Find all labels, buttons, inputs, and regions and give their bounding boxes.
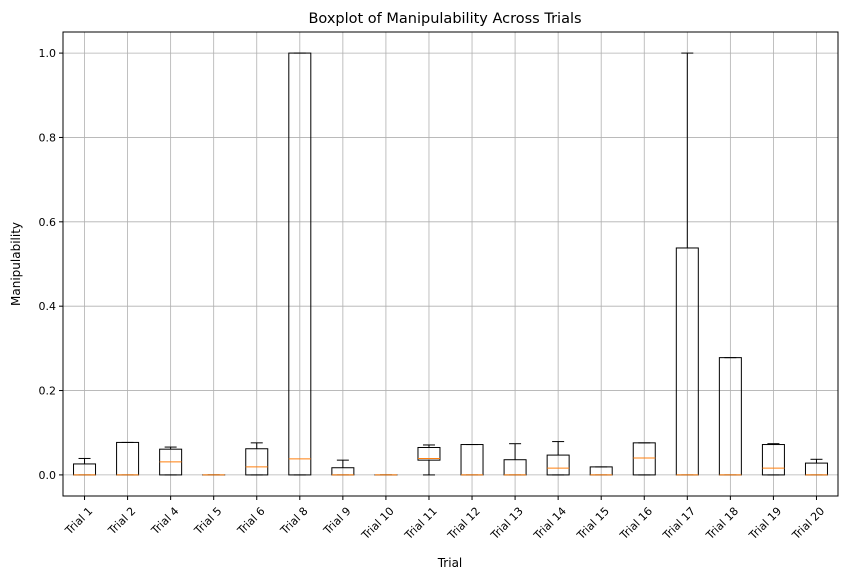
x-tick-label: Trial 1 (62, 505, 95, 538)
x-tick-label: Trial 12 (445, 505, 483, 543)
box-layer (73, 52, 828, 476)
x-tick-label: Trial 8 (277, 505, 310, 538)
x-tick-label: Trial 5 (191, 505, 224, 538)
x-tick-label: Trial 15 (574, 505, 612, 543)
chart-title: Boxplot of Manipulability Across Trials (308, 11, 581, 27)
x-tick-label: Trial 18 (703, 505, 741, 543)
box-iqr (761, 444, 785, 476)
x-tick-label: Trial 2 (105, 505, 138, 538)
box-iqr (417, 446, 441, 461)
x-tick-label: Trial 10 (359, 505, 397, 543)
x-tick-label: Trial 9 (320, 505, 353, 538)
box-iqr (632, 442, 656, 476)
x-tick-label: Trial 4 (148, 505, 181, 538)
x-axis-label: Trial (437, 556, 463, 570)
box-iqr (288, 52, 312, 476)
x-tick-label: Trial 11 (402, 505, 440, 543)
y-tick-label: 0.2 (39, 385, 57, 398)
plot-frame (62, 31, 839, 497)
grid-layer (63, 32, 838, 496)
x-tick-label: Trial 6 (234, 505, 267, 538)
y-axis-label: Manipulability (9, 222, 23, 306)
box-iqr (245, 448, 269, 476)
y-tick-label: 0.4 (39, 300, 57, 313)
y-tick-label: 0.6 (39, 216, 57, 229)
box-iqr (546, 454, 570, 476)
x-tick-label: Trial 13 (488, 505, 526, 543)
y-tick-label: 0.0 (39, 469, 57, 482)
x-tick-label: Trial 20 (789, 505, 827, 543)
x-tick-label: Trial 19 (746, 505, 784, 543)
x-tick-label: Trial 17 (660, 505, 698, 543)
tick-layer: 0.0 0.2 0.4 0.6 0.8 1.0 Trial 1 Trial 2 Trial 4 T… (39, 47, 828, 543)
x-tick-label: Trial 14 (531, 505, 569, 543)
y-tick-label: 1.0 (39, 47, 57, 60)
y-tick-label: 0.8 (39, 131, 57, 144)
x-tick-label: Trial 16 (617, 505, 655, 543)
